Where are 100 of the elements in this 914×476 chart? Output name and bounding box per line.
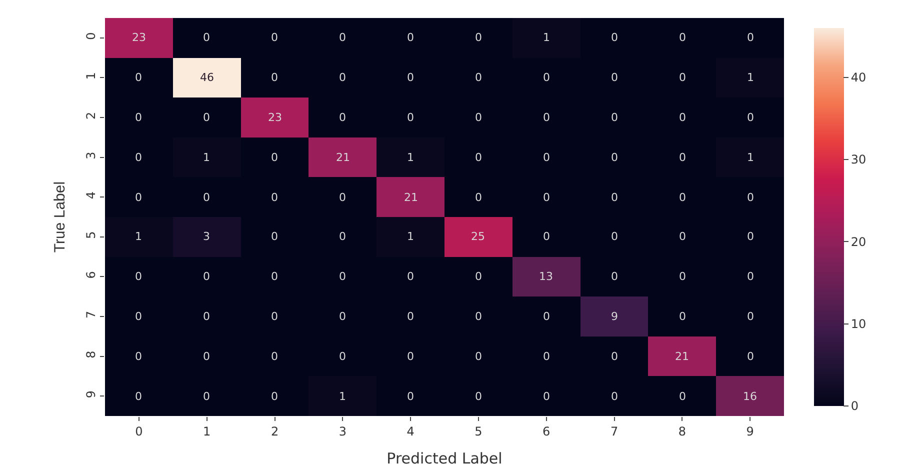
- data-label: 0: [271, 151, 278, 164]
- data-label: 13: [539, 270, 553, 283]
- y-tick-label: 8: [84, 350, 98, 358]
- data-label: 0: [475, 31, 482, 44]
- data-label: 0: [611, 111, 618, 124]
- data-label: 0: [543, 310, 550, 323]
- data-label: 0: [747, 350, 754, 363]
- data-label: 0: [679, 31, 686, 44]
- data-label: 0: [135, 191, 142, 204]
- data-label: 0: [679, 191, 686, 204]
- x-axis-title: Predicted Label: [386, 449, 502, 468]
- x-tick-label: 0: [135, 424, 143, 438]
- data-label: 0: [543, 350, 550, 363]
- data-label: 1: [543, 31, 550, 44]
- data-label: 0: [611, 270, 618, 283]
- data-label: 1: [135, 230, 142, 243]
- data-label: 21: [336, 151, 350, 164]
- data-label: 0: [747, 191, 754, 204]
- data-label: 9: [611, 310, 618, 323]
- data-label: 3: [203, 230, 210, 243]
- data-label: 23: [132, 31, 146, 44]
- data-label: 0: [271, 390, 278, 403]
- data-label: 0: [339, 191, 346, 204]
- color-bar-label: 30: [850, 152, 866, 167]
- y-tick-label: 5: [84, 231, 98, 239]
- data-label: 0: [543, 390, 550, 403]
- y-tick-label: 0: [84, 32, 98, 40]
- data-label: 0: [135, 350, 142, 363]
- data-label: 0: [679, 111, 686, 124]
- data-label: 0: [679, 310, 686, 323]
- data-label: 0: [203, 350, 210, 363]
- data-label: 0: [407, 111, 414, 124]
- data-label: 0: [475, 390, 482, 403]
- data-label: 0: [203, 390, 210, 403]
- x-tick-label: 6: [542, 424, 550, 438]
- data-label: 0: [543, 71, 550, 84]
- data-label: 0: [611, 390, 618, 403]
- data-label: 0: [203, 111, 210, 124]
- data-label: 0: [679, 270, 686, 283]
- data-label: 0: [543, 151, 550, 164]
- data-label: 0: [339, 31, 346, 44]
- data-label: 0: [271, 270, 278, 283]
- data-label: 0: [407, 270, 414, 283]
- data-label: 1: [407, 230, 414, 243]
- x-tick-label: 4: [406, 424, 414, 438]
- data-label: 0: [135, 270, 142, 283]
- data-label: 0: [135, 310, 142, 323]
- data-label: 0: [339, 111, 346, 124]
- data-label: 16: [743, 390, 757, 403]
- data-label: 0: [203, 31, 210, 44]
- data-label: 21: [675, 350, 689, 363]
- data-label: 46: [200, 71, 214, 84]
- data-label: 0: [475, 151, 482, 164]
- data-label: 0: [135, 390, 142, 403]
- data-label: 0: [271, 71, 278, 84]
- data-label: 0: [271, 31, 278, 44]
- y-tick-label: 1: [84, 72, 98, 80]
- data-label: 1: [203, 151, 210, 164]
- data-label: 0: [747, 111, 754, 124]
- data-label: 0: [475, 191, 482, 204]
- x-tick-label: 3: [338, 424, 346, 438]
- data-label: 0: [679, 71, 686, 84]
- y-tick-label: 9: [84, 390, 98, 398]
- y-tick-label: 7: [84, 310, 98, 319]
- data-label: 0: [611, 71, 618, 84]
- data-label: 0: [339, 350, 346, 363]
- data-label: 0: [475, 111, 482, 124]
- data-label: 1: [747, 151, 754, 164]
- y-axis-title: True Label: [51, 181, 68, 253]
- data-label: 0: [271, 350, 278, 363]
- data-label: 0: [679, 390, 686, 403]
- data-label: 25: [471, 230, 485, 243]
- data-label: 0: [271, 191, 278, 204]
- x-tick-label: 9: [746, 424, 754, 438]
- data-label: 23: [268, 111, 282, 124]
- y-tick-label: 3: [84, 152, 98, 160]
- data-label: 0: [747, 310, 754, 323]
- data-label: 0: [271, 230, 278, 243]
- data-label: 0: [543, 230, 550, 243]
- data-label: 0: [747, 31, 754, 44]
- data-label: 1: [407, 151, 414, 164]
- data-label: 0: [339, 230, 346, 243]
- y-tick-label: 6: [84, 271, 98, 279]
- data-label: 0: [407, 71, 414, 84]
- x-tick-label: 1: [203, 424, 211, 438]
- data-label: 0: [475, 270, 482, 283]
- data-label: 0: [135, 111, 142, 124]
- data-label: 0: [747, 270, 754, 283]
- data-label: 0: [339, 270, 346, 283]
- data-label: 0: [203, 310, 210, 323]
- x-tick-label: 5: [474, 424, 482, 438]
- data-label: 0: [135, 151, 142, 164]
- y-tick-label: 2: [84, 112, 98, 120]
- data-label: 0: [679, 230, 686, 243]
- data-label: 0: [271, 310, 278, 323]
- color-bar-label: 20: [850, 234, 866, 249]
- color-bar-label: 40: [850, 70, 866, 84]
- data-label: 0: [475, 350, 482, 363]
- x-tick-label: 8: [678, 424, 686, 438]
- data-label: 0: [475, 71, 482, 84]
